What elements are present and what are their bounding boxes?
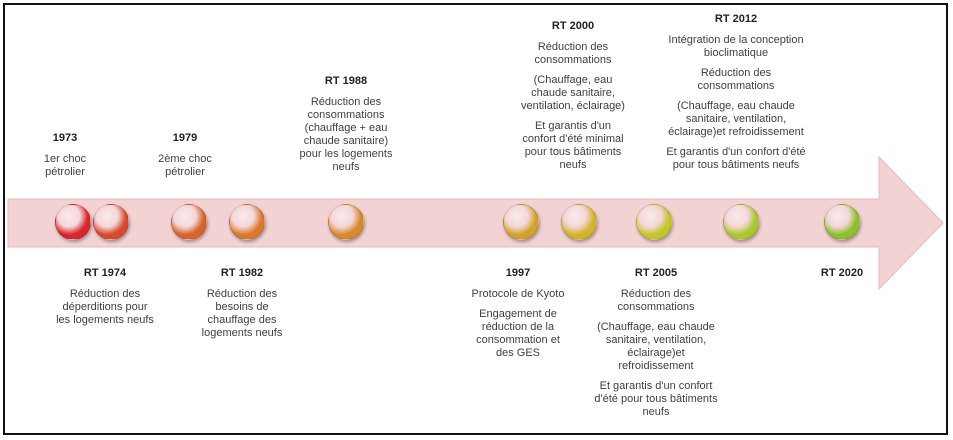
event-description: (Chauffage, eau chaude sanitaire, ventilat… [521,74,625,112]
timeline-dot-2005 [636,204,672,240]
event-rt2000: RT 2000 Réduction des consommations (Chauff… [503,20,643,179]
timeline-dot-1973 [55,204,91,240]
event-description: Et garantis d'un confort d'été pour tous … [594,380,718,418]
event-year-label: 1997 [505,267,531,279]
event-description: Réduction des besoins de chauffage des loge… [201,288,283,339]
event-rt1988: RT 1988 Réduction des consommations (chauff… [283,75,409,181]
event-rt2020: RT 2020 [805,267,879,288]
event-year-label: RT 1982 [220,267,264,279]
event-year-label: RT 2020 [820,267,864,279]
event-1973: 1973 1er choc pétrolier [25,132,105,186]
event-year-label: 1973 [52,132,78,144]
event-year-label: RT 2012 [714,13,758,25]
event-description: Réduction des consommations [697,67,775,92]
timeline-dot-1979 [171,204,207,240]
event-description: 2ème choc pétrolier [158,153,212,178]
arrow-shape [7,155,944,291]
event-1997: 1997 Protocole de Kyoto Engagement de réduc… [455,267,581,367]
timeline-dot-1997 [503,204,539,240]
event-description: Réduction des consommations (chauffage + e… [299,96,393,173]
event-description: (Chauffage, eau chaude sanitaire, ventila… [668,100,804,138]
timeline-dot-1988 [328,204,364,240]
diagram-frame: 1973 1er choc pétrolier 1979 2ème choc pétro… [3,3,948,435]
event-1979: 1979 2ème choc pétrolier [145,132,225,186]
timeline-arrow [7,155,944,291]
timeline-dot-2020 [824,204,860,240]
event-year-label: 1979 [172,132,198,144]
event-description: Réduction des déperditions pour les logeme… [56,288,154,326]
event-rt1982: RT 1982 Réduction des besoins de chauffage … [187,267,297,347]
event-rt2005: RT 2005 Réduction des consommations (Chauff… [581,267,731,426]
timeline-dot-2000 [561,204,597,240]
event-description: Intégration de la conception bioclimatiqu… [668,34,804,59]
timeline-dot-2012 [723,204,759,240]
event-year-label: RT 2000 [551,20,595,32]
event-description: (Chauffage, eau chaude sanitaire, ventila… [597,321,715,372]
event-rt2012: RT 2012 Intégration de la conception biocl… [651,13,821,179]
event-description: Et garantis d'un confort d'été minimal pou… [522,120,624,171]
event-description: 1er choc pétrolier [43,153,87,178]
event-description: Engagement de réduction de la consommation… [476,308,560,359]
event-rt1974: RT 1974 Réduction des déperditions pour les… [45,267,165,334]
event-description: Réduction des consommations [534,41,612,66]
event-description: Et garantis d'un confort d'été pour tous … [666,146,806,171]
timeline-dot-1974 [93,204,129,240]
event-year-label: RT 2005 [634,267,678,279]
event-description: Protocole de Kyoto [471,288,565,300]
timeline-dot-1982 [229,204,265,240]
event-description: Réduction des consommations [617,288,695,313]
event-year-label: RT 1988 [324,75,368,87]
event-year-label: RT 1974 [83,267,127,279]
